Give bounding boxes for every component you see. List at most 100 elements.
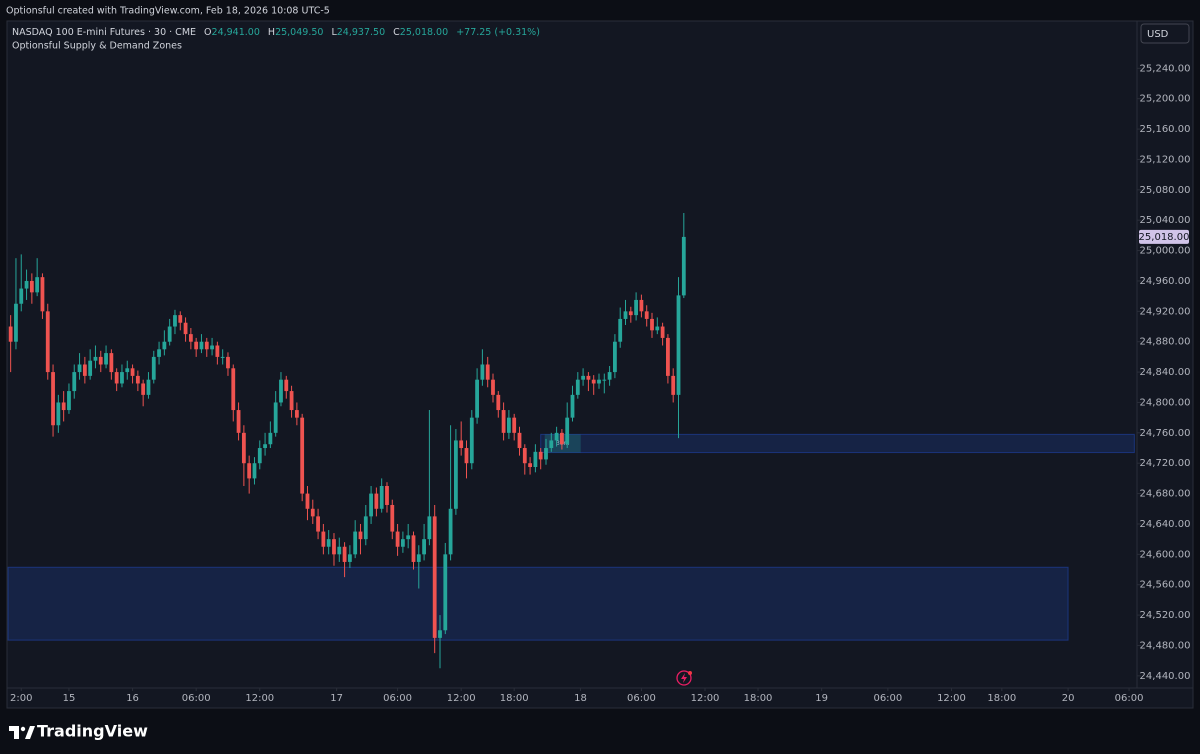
candle-body [120,372,124,384]
candle-body [135,375,140,384]
candle-body [236,410,241,433]
currency-button[interactable] [1140,23,1190,44]
caption: Optionsful created with TradingView.com,… [6,6,330,17]
candle-body [353,531,358,555]
x-tick-label: 12:00 [691,693,720,704]
candle-body [40,277,45,312]
x-tick-label: 16 [126,693,139,704]
candle-body [199,341,204,350]
candle-body [204,341,209,350]
candle-body [639,299,644,312]
candle-body [379,485,384,509]
candle-body [14,303,18,342]
candle-body [332,539,336,555]
candle-body [125,368,130,373]
candle-body [220,356,225,358]
candle-body [422,539,426,555]
candle-body [395,531,400,547]
candle-body [681,236,686,296]
candle-body [300,417,305,494]
candle-body [305,493,310,509]
y-tick-label: 25,120.00 [1140,154,1191,165]
y-tick-label: 24,440.00 [1140,671,1191,682]
candle-body [623,311,628,319]
y-tick-label: 24,680.00 [1140,489,1191,500]
candle-body [650,318,654,331]
candle-body [432,516,437,638]
y-tick-label: 24,600.00 [1140,549,1191,560]
candle-body [485,364,490,380]
candle-body [655,326,660,331]
candle-body [130,368,135,376]
candle-body [559,432,564,445]
candle-body [273,402,278,433]
candle-body [263,444,267,449]
candle-body [342,546,347,562]
candle-body [427,516,432,540]
y-tick-label: 25,240.00 [1140,63,1191,74]
x-tick-label: 06:00 [182,693,211,704]
candle-body [284,379,289,392]
y-tick-label: 24,640.00 [1140,519,1191,530]
currency: USD [1147,29,1169,40]
last-price-label: 25,018.00 [1139,232,1190,243]
candle-body [146,379,151,395]
candle-body [321,531,326,547]
candle-body [19,288,24,304]
candle-body [517,432,522,449]
candle-body [464,448,469,464]
candle-body [406,535,411,540]
candle-body [104,353,108,365]
candle-body [644,311,649,319]
candle-body [400,539,405,547]
last-price-box [1139,229,1189,244]
candle-body [496,394,501,411]
ohlc-label: L [331,27,337,38]
y-tick-label: 24,800.00 [1140,397,1191,408]
supply-demand-zone [540,433,1135,454]
candle-body [114,372,119,384]
candle-body [666,337,670,376]
chart-pane [6,20,1138,689]
y-tick-label: 24,760.00 [1140,428,1191,439]
y-tick-label: 24,520.00 [1140,610,1191,621]
candle-body [215,345,220,357]
candle-body [438,630,442,638]
y-tick-label: 24,960.00 [1140,276,1191,287]
candle-body [210,345,214,350]
x-tick-label: 12:00 [245,693,274,704]
candle-body [565,417,570,445]
ohlc-label: O [204,27,211,38]
candle-body [374,493,379,509]
candle-body [501,410,506,433]
candle-body [634,299,639,316]
x-tick-label: 06:00 [627,693,656,704]
candle-body [528,463,532,468]
x-tick-label: 20 [1062,693,1075,704]
candle-body [173,315,177,327]
candle-body [72,372,77,392]
candle-body [45,311,50,373]
candle-body [178,315,183,323]
candle-body [628,311,633,316]
candle-body [231,368,236,411]
candle-body [24,280,29,289]
x-tick-label: 18:00 [987,693,1016,704]
symbol: NASDAQ 100 E-mini Futures · 30 · CME [12,27,196,38]
candle-body [586,375,591,380]
candle-body [613,341,617,373]
candle-body [67,391,71,411]
change: +77.25 (+0.31%) [456,27,540,38]
alert-icon[interactable] [676,670,692,686]
candle-body [575,379,580,395]
x-tick-label: 17 [330,693,343,704]
candle-body [522,448,527,464]
candle-body [591,379,596,384]
candle-body [475,379,479,418]
candle-body [183,322,188,335]
brand: TradingView [37,722,148,741]
candle-body [459,440,464,449]
candle-body [443,554,448,631]
ohlc-value: 25,018.00 [400,27,448,38]
x-tick-label: 06:00 [383,693,412,704]
